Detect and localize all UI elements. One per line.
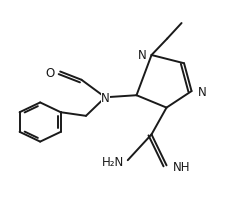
Text: O: O: [45, 66, 54, 79]
Text: N: N: [101, 92, 109, 105]
Text: H₂N: H₂N: [101, 156, 123, 169]
Text: NH: NH: [172, 161, 190, 174]
Text: N: N: [138, 49, 146, 62]
Text: N: N: [197, 86, 206, 99]
